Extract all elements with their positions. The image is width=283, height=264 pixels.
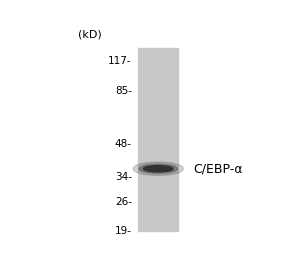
Ellipse shape [139, 164, 177, 173]
Text: 34-: 34- [115, 172, 132, 182]
Bar [138, 48, 178, 231]
Text: (kD): (kD) [78, 30, 102, 40]
Ellipse shape [143, 166, 173, 172]
Text: 85-: 85- [115, 86, 132, 96]
Text: C/EBP-α: C/EBP-α [193, 162, 243, 175]
Ellipse shape [133, 162, 183, 175]
Text: 19-: 19- [115, 226, 132, 236]
Text: 48-: 48- [115, 139, 132, 149]
Text: 117-: 117- [108, 56, 132, 66]
Text: 26-: 26- [115, 197, 132, 207]
